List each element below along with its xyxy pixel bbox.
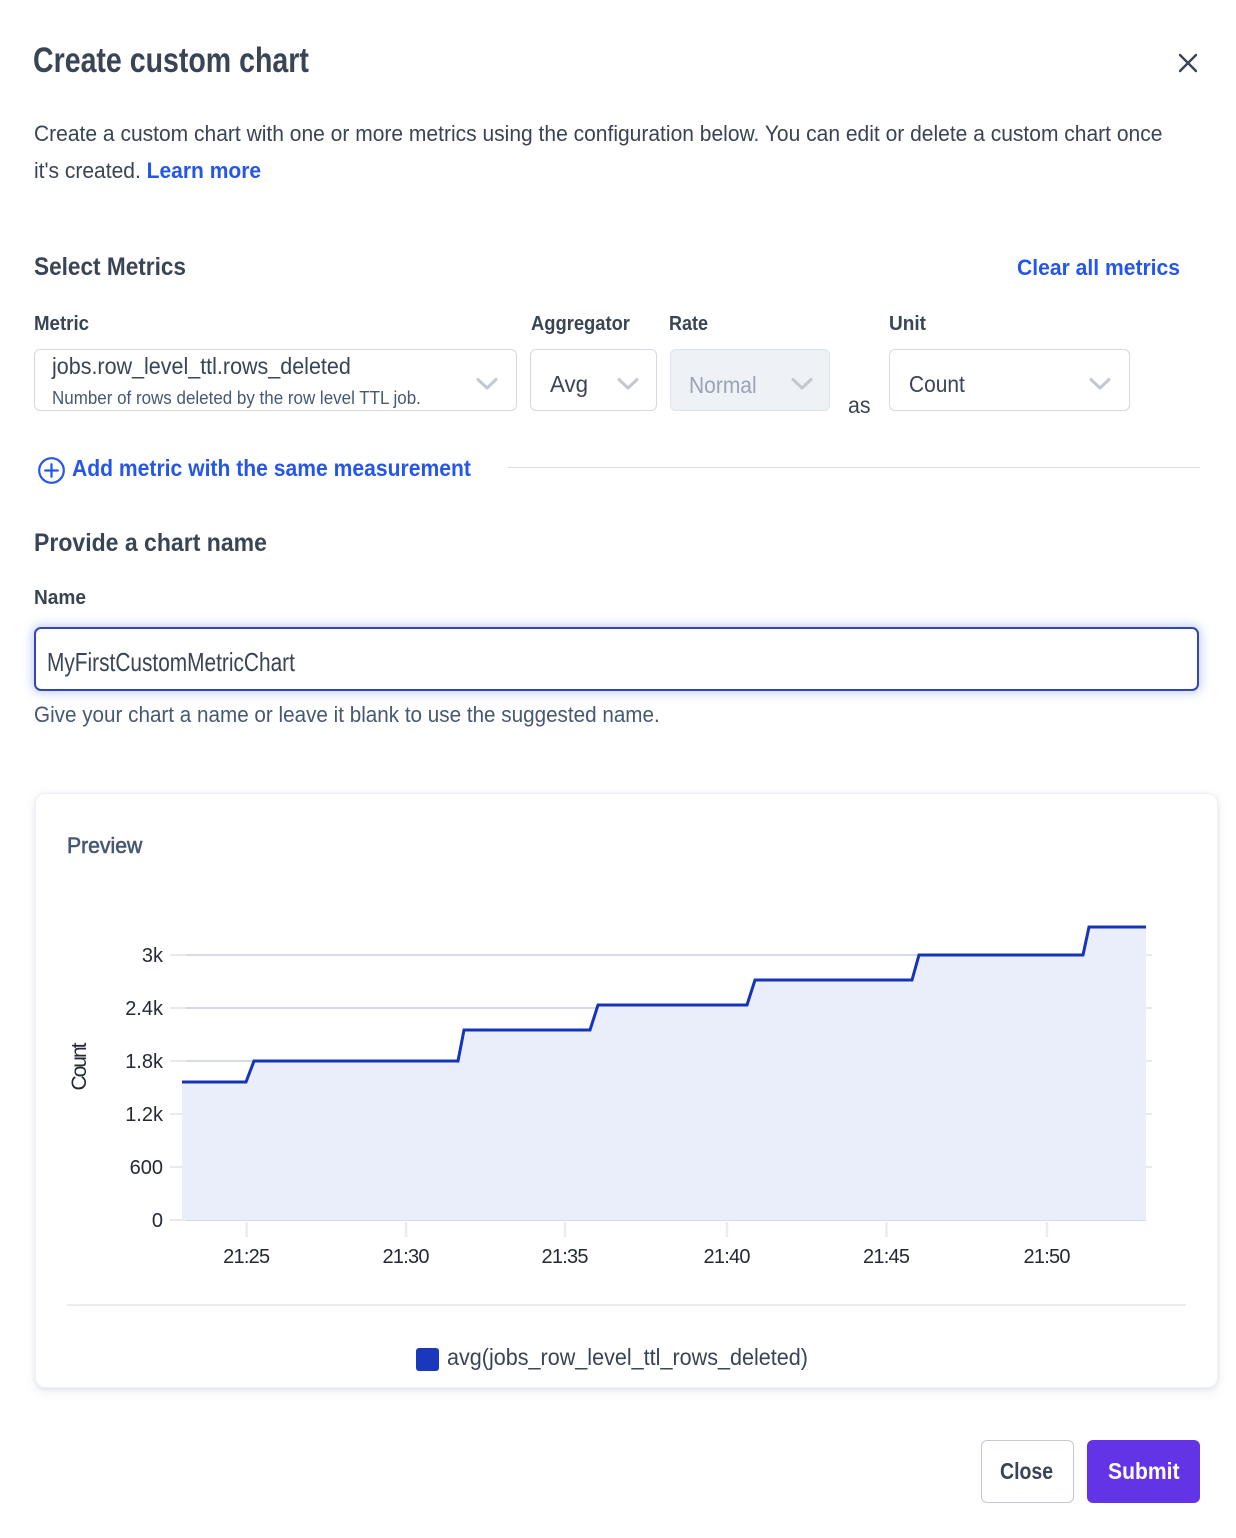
svg-text:1.8k: 1.8k	[125, 1051, 164, 1073]
svg-text:21:45: 21:45	[863, 1246, 910, 1268]
svg-text:0: 0	[152, 1210, 163, 1232]
svg-text:600: 600	[130, 1157, 163, 1179]
svg-text:21:35: 21:35	[542, 1246, 589, 1268]
svg-text:3k: 3k	[142, 945, 164, 967]
svg-text:21:25: 21:25	[223, 1246, 270, 1268]
svg-text:21:40: 21:40	[704, 1246, 751, 1268]
svg-text:Count: Count	[68, 1042, 91, 1090]
svg-text:1.2k: 1.2k	[125, 1104, 164, 1126]
svg-text:21:30: 21:30	[383, 1246, 430, 1268]
svg-text:2.4k: 2.4k	[125, 998, 164, 1020]
svg-text:21:50: 21:50	[1024, 1246, 1071, 1268]
